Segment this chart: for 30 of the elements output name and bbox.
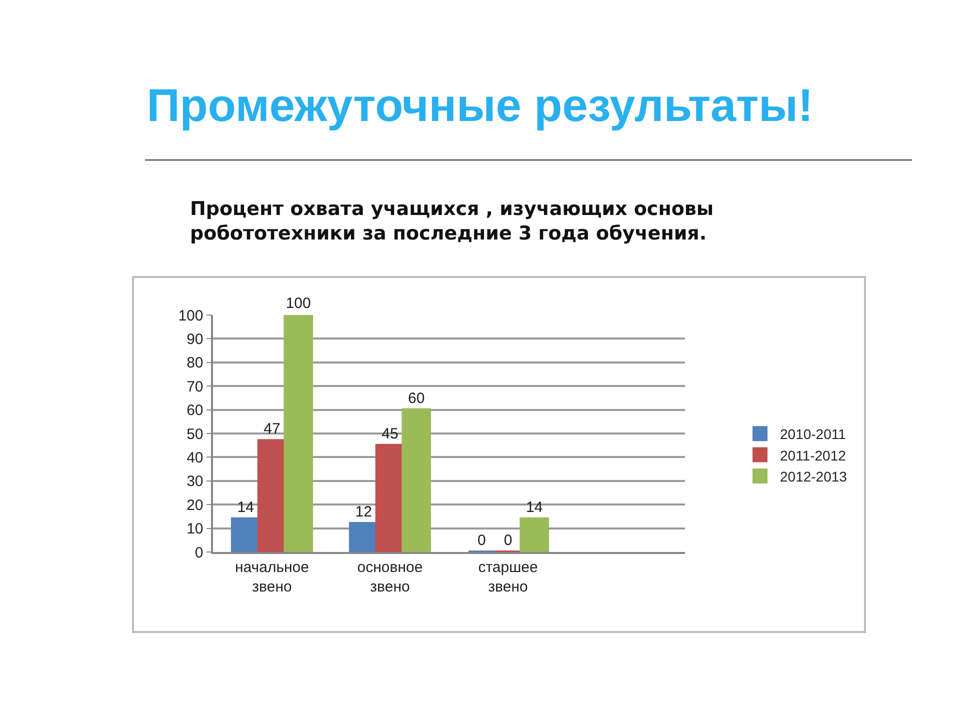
y-tick-label: 70 — [186, 378, 204, 396]
data-label: 14 — [526, 498, 543, 516]
chart-subtitle: Процент охвата учащихся , изучающих основы робототехники за последние 3 года обучения. — [190, 198, 714, 245]
y-tick-label: 60 — [186, 402, 204, 420]
y-tick-label: 10 — [186, 520, 204, 538]
x-tick-label: основное звено — [357, 558, 423, 596]
data-label: 45 — [382, 425, 398, 442]
y-tick-label: 80 — [186, 354, 204, 372]
legend-label: 2012-2013 — [780, 468, 848, 484]
data-label: 47 — [264, 420, 280, 438]
bar — [520, 517, 550, 552]
bar — [402, 408, 432, 552]
y-tick-label: 30 — [186, 473, 204, 490]
x-tick-label: начальное звено — [235, 558, 309, 596]
y-tick-label: 90 — [186, 330, 204, 348]
legend-label: 2010-2011 — [780, 426, 846, 442]
data-label: 12 — [355, 504, 372, 521]
data-label: 0 — [504, 532, 512, 549]
y-tick-label: 100 — [178, 307, 204, 324]
legend-label: 2011-2012 — [780, 447, 846, 464]
x-tick-label: старшее звено — [478, 558, 538, 596]
y-tick-label: 50 — [186, 426, 204, 443]
y-tick-label: 40 — [186, 449, 204, 466]
data-label: 0 — [477, 532, 486, 549]
chart-title: Промежуточные результаты! — [146, 79, 814, 132]
data-label: 100 — [286, 295, 311, 312]
data-label: 14 — [237, 498, 254, 516]
data-label: 60 — [408, 390, 425, 407]
y-tick-label: 20 — [186, 496, 204, 514]
y-tick-label: 0 — [194, 544, 204, 562]
